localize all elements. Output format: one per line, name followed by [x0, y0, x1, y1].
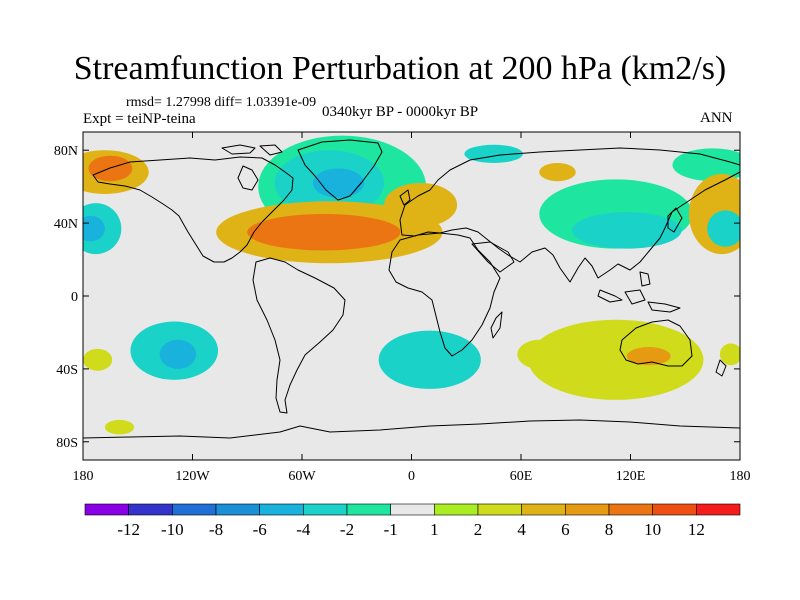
lon-tick-label: 120E — [616, 469, 646, 484]
coastline-indonesia — [597, 271, 681, 313]
lat-tick-label: 40S — [56, 363, 78, 378]
lon-tick-label: 60W — [288, 469, 316, 484]
map-area — [83, 132, 740, 460]
anomaly-contour-17 — [707, 210, 740, 247]
coastline-australia — [619, 319, 693, 367]
anomaly-contour-24 — [528, 319, 704, 400]
colorbar-swatch — [346, 503, 391, 516]
colorbar-label: -1 — [384, 520, 398, 539]
anomaly-contour-4 — [83, 215, 105, 242]
colorbar-swatch — [84, 503, 129, 516]
lat-tick-label: 0 — [71, 290, 78, 305]
coastline-south-america — [252, 257, 346, 414]
colorbar-label: -12 — [117, 520, 140, 539]
anomaly-contour-22 — [378, 330, 481, 389]
lon-tick-label: 0 — [408, 469, 415, 484]
coastline-japan — [667, 207, 683, 233]
colorbar-label: 4 — [517, 520, 526, 539]
rmsd-diff-stats: rmsd= 1.27998 diff= 1.03391e-09 — [126, 95, 317, 110]
colorbar-label: -10 — [161, 520, 184, 539]
longitude-axis: 180 120W 60W 0 60E 120E 180 — [73, 132, 751, 484]
coastline-new-zealand — [715, 359, 727, 377]
season-label: ANN — [700, 110, 733, 126]
colorbar-swatch — [434, 503, 479, 516]
lon-tick-label: 60E — [510, 469, 533, 484]
coastline-british-isles — [399, 189, 411, 206]
colorbar-label: 12 — [688, 520, 705, 539]
anomaly-contour-21 — [104, 419, 135, 435]
time-period-label: 0340kyr BP - 0000kyr BP — [322, 104, 479, 120]
colorbar-label: -8 — [209, 520, 223, 539]
coastline-hudson-bay — [237, 165, 259, 191]
colorbar-label: 8 — [605, 520, 614, 539]
anomaly-contour-26 — [719, 343, 740, 366]
anomaly-contour-2 — [88, 155, 133, 182]
lon-tick-label: 120W — [175, 469, 210, 484]
colorbar-label: 10 — [644, 520, 661, 539]
anomaly-contour-14 — [572, 212, 682, 249]
coastline-antarctica — [83, 419, 740, 439]
anomaly-contour-20 — [83, 348, 113, 371]
colorbar-swatch — [565, 503, 610, 516]
colorbar-swatch — [259, 503, 304, 516]
colorbar: -12 -10 -8 -6 -4 -2 -1 1 2 4 6 8 10 12 — [84, 503, 741, 539]
colorbar-swatch — [172, 503, 217, 516]
coastline-africa — [388, 232, 501, 357]
coastline-madagascar — [490, 311, 503, 339]
lat-tick-label: 80S — [56, 436, 78, 451]
colorbar-label: -2 — [340, 520, 354, 539]
anomaly-contour-10 — [384, 183, 458, 227]
lon-tick-label: 180 — [73, 469, 94, 484]
colorbar-swatch — [128, 503, 173, 516]
colorbar-swatch — [390, 503, 435, 516]
colorbar-swatch — [521, 503, 566, 516]
lat-tick-label: 40N — [54, 217, 78, 232]
latitude-axis: 80N 40N 0 40S 80S — [54, 144, 740, 451]
colorbar-label: 2 — [474, 520, 483, 539]
coastline-canadian-arctic — [221, 144, 283, 156]
colorbar-label: -6 — [253, 520, 267, 539]
experiment-label: Expt = teiNP-teina — [83, 111, 196, 127]
anomaly-contour-15 — [672, 148, 740, 182]
colorbar-swatch — [608, 503, 653, 516]
anomaly-contour-9 — [247, 214, 401, 251]
coastline-eurasia — [399, 147, 740, 283]
colorbar-swatch — [696, 503, 741, 516]
lon-tick-label: 180 — [730, 469, 751, 484]
coastlines — [83, 139, 740, 439]
colorbar-label: 6 — [561, 520, 570, 539]
colorbar-label: -4 — [296, 520, 311, 539]
coastline-arabia — [471, 241, 515, 273]
colorbar-swatch — [652, 503, 697, 516]
anomaly-contour-12 — [539, 162, 576, 182]
coastline-north-america — [92, 156, 294, 263]
colorbar-swatch — [215, 503, 260, 516]
anomaly-contour-25 — [626, 347, 671, 366]
anomaly-contours — [83, 135, 740, 435]
lat-tick-label: 80N — [54, 144, 78, 159]
colorbar-swatch — [303, 503, 348, 516]
anomaly-contour-19 — [159, 339, 197, 369]
colorbar-label: 1 — [430, 520, 439, 539]
plot-title: Streamfunction Perturbation at 200 hPa (… — [73, 50, 727, 87]
colorbar-swatch — [477, 503, 522, 516]
coastline-greenland — [297, 139, 383, 201]
